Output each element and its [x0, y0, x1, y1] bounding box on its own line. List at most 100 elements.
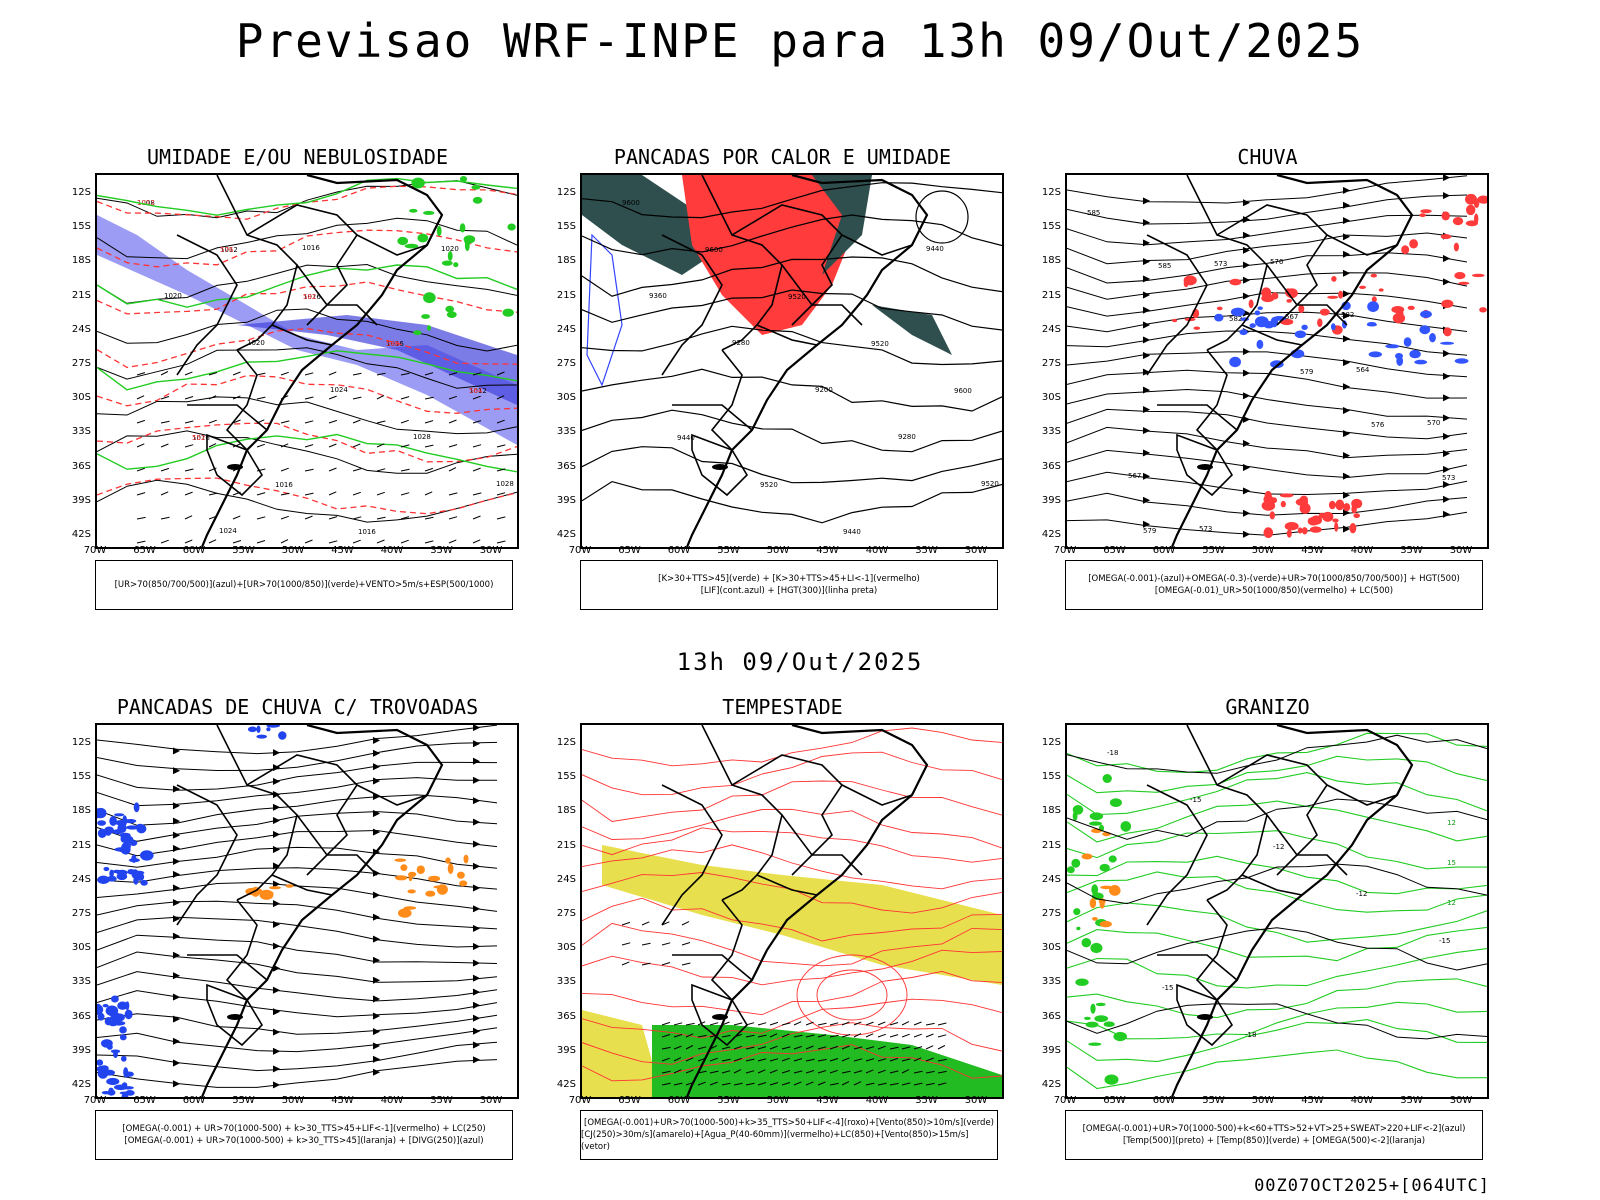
- lat-tick-label: 21S: [556, 839, 576, 851]
- wind-vector: [661, 1082, 671, 1086]
- country-border: [225, 899, 258, 1001]
- rain-blue-patch: [1254, 310, 1261, 316]
- closed-contour: [796, 954, 908, 1036]
- wind-vector: [621, 942, 631, 946]
- wind-vector: [472, 395, 481, 400]
- contour-line: [97, 422, 517, 463]
- divergence-blue-patch: [119, 1091, 130, 1095]
- rain-red-patch: [1479, 307, 1487, 313]
- streamline-arrow: [172, 1015, 181, 1023]
- contour-line: [582, 897, 1002, 942]
- streamline-arrow: [172, 899, 181, 907]
- country-border: [1266, 814, 1348, 876]
- streamline: [97, 1041, 498, 1072]
- wind-vector: [256, 492, 266, 496]
- divergence-blue-patch: [97, 1012, 105, 1021]
- rain-red-patch: [1280, 500, 1286, 508]
- humidity-green-patch: [423, 292, 436, 304]
- streamline: [97, 951, 498, 983]
- wind-vector: [328, 491, 337, 496]
- divergence-blue-patch: [278, 731, 287, 740]
- contour-label: 9440: [677, 434, 695, 442]
- streamline: [97, 990, 498, 1018]
- wind-vector: [641, 921, 650, 926]
- divergence-blue-patch: [128, 858, 140, 863]
- wind-vector: [352, 443, 361, 448]
- wind-vector: [925, 1022, 935, 1026]
- wind-vector: [280, 515, 289, 520]
- contour-line: [97, 180, 517, 219]
- wind-vector: [769, 1082, 779, 1086]
- rain-red-patch: [1419, 213, 1426, 218]
- wind-vector: [913, 1021, 922, 1026]
- lon-tick-label: 50W: [1251, 1095, 1275, 1106]
- wind-vector: [184, 468, 194, 472]
- wind-vector: [661, 1070, 671, 1074]
- lat-tick-label: 30S: [556, 942, 576, 954]
- country-border: [1176, 983, 1234, 1047]
- streamline-arrow: [1142, 386, 1151, 394]
- streamline-arrow: [1442, 414, 1451, 422]
- contour-line: [582, 844, 1002, 890]
- wind-vector: [328, 395, 337, 400]
- wind-vector: [641, 942, 651, 946]
- lat-tick-label: 33S: [71, 976, 91, 988]
- rain-blue-patch: [1385, 344, 1400, 349]
- wind-vector: [328, 540, 338, 544]
- wind-vector: [853, 1058, 863, 1062]
- contour-line: [1067, 978, 1487, 1019]
- rain-red-patch: [1401, 245, 1410, 255]
- divergence-blue-patch: [256, 725, 261, 733]
- wind-vector: [817, 1034, 827, 1038]
- rain-red-patch: [1472, 273, 1485, 278]
- wind-vector: [877, 1021, 886, 1026]
- streamline-arrow: [1242, 530, 1251, 538]
- map-chuva: 585 585 582 579 576 573 579 573 567 564 570 567 573 5…: [1065, 173, 1489, 549]
- rain-red-patch: [1465, 193, 1477, 205]
- streamline-arrow: [472, 818, 481, 826]
- lat-tick-label: 15S: [71, 771, 91, 783]
- wind-vector: [709, 1022, 719, 1026]
- wind-vector: [733, 1069, 742, 1074]
- thunder-orange-patch: [463, 854, 469, 864]
- wind-vector: [328, 371, 337, 376]
- rain-blue-patch: [1301, 324, 1308, 330]
- legend-line-2: [OMEGA(-0.01)_UR>50(1000/850)(vermelho) …: [1154, 586, 1394, 596]
- streamline-arrow: [1242, 487, 1251, 495]
- contour-label: 582: [1341, 311, 1354, 319]
- lon-tick-label: 65W: [618, 1095, 641, 1106]
- humidity-green-patch: [446, 311, 457, 318]
- wind-vector: [304, 396, 314, 400]
- humidity-green-patch: [421, 314, 430, 319]
- streamline-arrow: [172, 951, 181, 959]
- humidity-green-patch: [445, 305, 455, 313]
- contour-line: [1067, 734, 1487, 774]
- lat-tick-label: 33S: [556, 976, 576, 988]
- contour-line: [97, 396, 517, 435]
- thunder-orange-patch: [395, 875, 408, 881]
- wind-vector: [352, 491, 361, 496]
- closed-contour: [816, 969, 888, 1021]
- streamline-arrow: [372, 1068, 381, 1076]
- wind-vector: [745, 1058, 755, 1062]
- divergence-blue-patch: [109, 816, 117, 826]
- lat-tick-label: 18S: [1041, 255, 1061, 267]
- wind-vector: [757, 1046, 767, 1050]
- streamline-arrow: [172, 831, 181, 839]
- lat-tick-label: 24S: [1041, 323, 1061, 335]
- lake: [1197, 1014, 1213, 1020]
- streamline: [97, 1027, 498, 1053]
- legend-line-1: [OMEGA(-0.001)+UR>70(1000-500)+k>35_TTS>…: [584, 1118, 994, 1128]
- wind-vector: [400, 516, 410, 520]
- divergence-blue-patch: [104, 826, 114, 834]
- streamline-arrow: [172, 915, 181, 923]
- wind-vector: [681, 962, 691, 966]
- wind-vector: [733, 1057, 742, 1062]
- wind-vector: [256, 468, 266, 472]
- wind-vector: [160, 420, 170, 424]
- wind-vector: [376, 516, 386, 520]
- rain-red-patch: [1371, 296, 1377, 303]
- contour-label: 576: [1270, 258, 1284, 266]
- contour-label: -18: [1107, 749, 1118, 757]
- wind-vector: [376, 372, 386, 376]
